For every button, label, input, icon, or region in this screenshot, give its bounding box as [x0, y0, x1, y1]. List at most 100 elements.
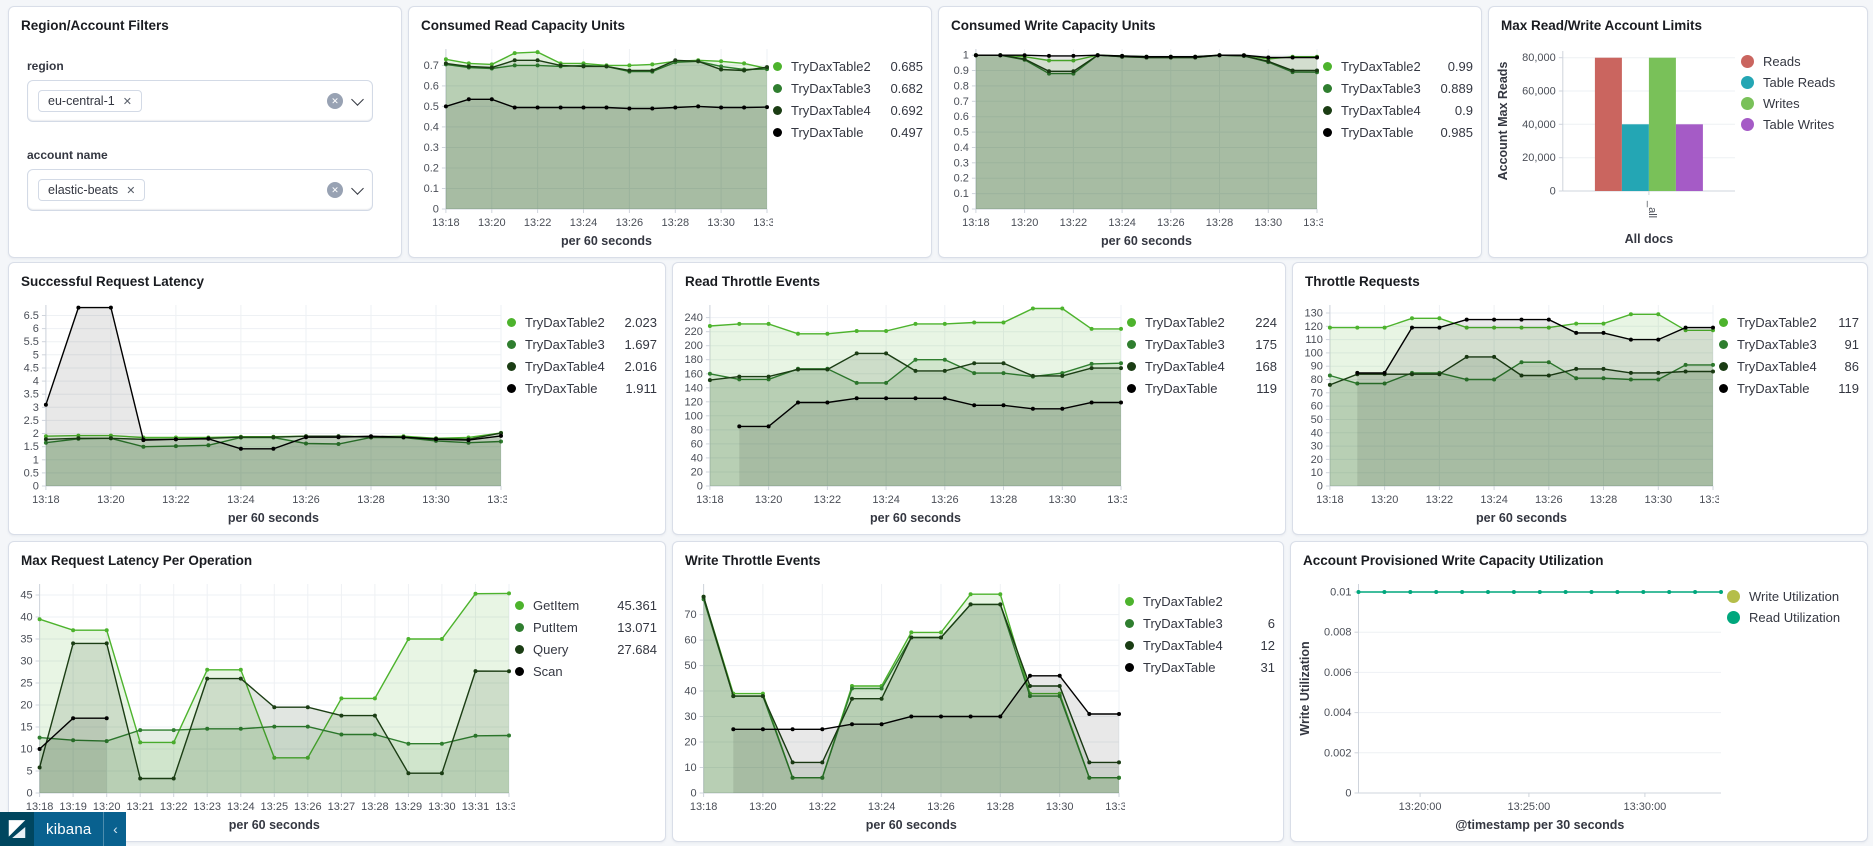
panel-write-throttle-events: Write Throttle Events 0 10 20 30 40 50 60 70 13:… [672, 541, 1284, 842]
svg-text:13:30: 13:30 [428, 801, 456, 813]
svg-text:13:30: 13:30 [1645, 494, 1673, 506]
svg-text:10: 10 [1311, 467, 1323, 479]
filter-group-account: account name elastic-beats ✕ ✕ [27, 148, 373, 211]
chevron-down-icon[interactable] [351, 92, 364, 106]
chevron-down-icon[interactable] [351, 181, 364, 195]
svg-text:0: 0 [963, 204, 969, 216]
collapse-nav-icon[interactable]: ‹ [103, 812, 127, 846]
legend-item-trydaxtable[interactable]: TryDaxTable 119 [1719, 377, 1859, 399]
legend-item-trydaxtable[interactable]: TryDaxTable 119 [1127, 377, 1277, 399]
svg-text:13:26: 13:26 [927, 801, 955, 813]
legend-item-getitem[interactable]: GetItem 45.361 [515, 594, 657, 616]
legend-item-trydaxtable[interactable]: TryDaxTable 0.497 [773, 121, 923, 143]
legend-item-table-writes[interactable]: Table Writes [1741, 114, 1859, 135]
chart-read-throttle[interactable]: 0 20 40 60 80 100 120 140 160 180 200 220 240 13:18 13… [679, 293, 1135, 530]
svg-text:0.3: 0.3 [424, 142, 439, 154]
svg-text:0.006: 0.006 [1324, 667, 1352, 679]
svg-text:5: 5 [26, 766, 32, 778]
account-name-combobox[interactable]: elastic-beats ✕ ✕ [27, 169, 373, 211]
remove-pill-icon[interactable]: ✕ [122, 95, 132, 108]
legend-label: TryDaxTable2 [1143, 593, 1223, 609]
legend-item-trydaxtable4[interactable]: TryDaxTable4 168 [1127, 355, 1277, 377]
legend-item-trydaxtable3[interactable]: TryDaxTable3 175 [1127, 333, 1277, 355]
svg-text:180: 180 [685, 354, 703, 366]
svg-text:Write Utilization: Write Utilization [1298, 641, 1312, 735]
legend-item-trydaxtable4[interactable]: TryDaxTable4 0.9 [1323, 99, 1473, 121]
chart-max-limits[interactable]: 0 20,000 40,000 60,000 80,000 Account Max Rea… [1495, 37, 1741, 253]
clear-selection-icon[interactable]: ✕ [327, 93, 343, 109]
legend-item-trydaxtable4[interactable]: TryDaxTable4 86 [1719, 355, 1859, 377]
legend-item-trydaxtable3[interactable]: TryDaxTable3 0.889 [1323, 77, 1473, 99]
legend-item-trydaxtable2[interactable]: TryDaxTable2 224 [1127, 311, 1277, 333]
chart-write-throttle[interactable]: 0 10 20 30 40 50 60 70 13:18 13:20 13:22 13:24 13:26… [679, 572, 1133, 837]
legend-dot [515, 644, 524, 654]
svg-text:130: 130 [1305, 308, 1323, 320]
region-pill[interactable]: eu-central-1 ✕ [38, 90, 142, 112]
bar-table-reads[interactable] [1621, 124, 1649, 191]
legend-item-trydaxtable2[interactable]: TryDaxTable2 0.99 [1323, 55, 1473, 77]
svg-text:13:22: 13:22 [160, 801, 188, 813]
account-pill[interactable]: elastic-beats ✕ [38, 179, 146, 201]
panel-title: Consumed Read Capacity Units [421, 18, 626, 33]
legend-item-trydaxtable[interactable]: TryDaxTable 1.911 [507, 377, 657, 399]
legend-item-trydaxtable3[interactable]: TryDaxTable3 1.697 [507, 333, 657, 355]
legend-item-read-utilization[interactable]: Read Utilization [1727, 607, 1859, 628]
legend-item-trydaxtable[interactable]: TryDaxTable 31 [1125, 656, 1275, 678]
remove-pill-icon[interactable]: ✕ [126, 184, 136, 197]
legend-item-writes[interactable]: Writes [1741, 93, 1859, 114]
legend-dot [1741, 118, 1754, 131]
svg-text:0: 0 [690, 788, 696, 800]
legend-item-trydaxtable[interactable]: TryDaxTable 0.985 [1323, 121, 1473, 143]
chart-consumed-write[interactable]: 0 0.1 0.2 0.3 0.4 0.5 0.6 0.7 0.8 0.9 1 13:18 13:20 1… [945, 37, 1331, 253]
clear-selection-icon[interactable]: ✕ [327, 182, 343, 198]
legend-item-trydaxtable2[interactable]: TryDaxTable2 [1125, 590, 1275, 612]
legend-item-trydaxtable2[interactable]: TryDaxTable2 117 [1719, 311, 1859, 333]
legend-item-putitem[interactable]: PutItem 13.071 [515, 616, 657, 638]
svg-text:40: 40 [684, 686, 696, 698]
legend-item-trydaxtable3[interactable]: TryDaxTable3 91 [1719, 333, 1859, 355]
bar-writes[interactable] [1648, 57, 1676, 192]
svg-text:2: 2 [33, 428, 39, 440]
svg-text:13:32: 13:32 [1303, 217, 1323, 229]
svg-text:13:25:00: 13:25:00 [1507, 801, 1550, 813]
chart-consumed-read[interactable]: 0 0.1 0.2 0.3 0.4 0.5 0.6 0.7 13:18 13:20 13:22 13:… [415, 37, 781, 253]
chart-write-utilization[interactable]: 0 0.002 0.004 0.006 0.008 0.01 Write Utilizati… [1297, 572, 1727, 837]
legend-item-write-utilization[interactable]: Write Utilization [1727, 586, 1859, 607]
panel-title: Throttle Requests [1305, 274, 1420, 289]
svg-text:0.5: 0.5 [954, 127, 969, 139]
legend-item-scan[interactable]: Scan [515, 660, 657, 682]
legend-item-trydaxtable4[interactable]: TryDaxTable4 2.016 [507, 355, 657, 377]
legend-item-trydaxtable3[interactable]: TryDaxTable3 6 [1125, 612, 1275, 634]
region-combobox[interactable]: eu-central-1 ✕ ✕ [27, 80, 373, 122]
legend-value: 45.361 [617, 597, 657, 613]
legend-item-trydaxtable2[interactable]: TryDaxTable2 2.023 [507, 311, 657, 333]
legend-label: Scan [533, 663, 563, 679]
svg-text:_all: _all [1646, 200, 1658, 218]
svg-text:13:24: 13:24 [227, 494, 255, 506]
legend-item-trydaxtable3[interactable]: TryDaxTable3 0.682 [773, 77, 923, 99]
legend-label: TryDaxTable2 [1145, 314, 1225, 330]
legend-dot [507, 317, 516, 327]
svg-text:13:20: 13:20 [755, 494, 783, 506]
legend-item-trydaxtable4[interactable]: TryDaxTable4 12 [1125, 634, 1275, 656]
legend-item-table-reads[interactable]: Table Reads [1741, 72, 1859, 93]
svg-text:0.1: 0.1 [424, 183, 439, 195]
legend-value: 0.985 [1440, 124, 1473, 140]
legend-item-trydaxtable4[interactable]: TryDaxTable4 0.692 [773, 99, 923, 121]
legend-item-query[interactable]: Query 27.684 [515, 638, 657, 660]
svg-text:13:32: 13:32 [1699, 494, 1719, 506]
legend-label: TryDaxTable2 [1737, 314, 1817, 330]
bar-reads[interactable] [1594, 57, 1622, 192]
chart-max-request-latency[interactable]: 0 5 10 15 20 25 30 35 40 45 13:18 13:19 13:20 13:21 13… [15, 572, 523, 837]
bar-table-writes[interactable] [1675, 124, 1703, 191]
svg-text:2.5: 2.5 [24, 415, 39, 427]
svg-text:13:28: 13:28 [357, 494, 385, 506]
svg-text:13:21: 13:21 [126, 801, 154, 813]
chart-request-latency[interactable]: 0 0.511.522.533.544.5 55.566.5 13:18 13:20 13… [15, 293, 515, 530]
legend-item-reads[interactable]: Reads [1741, 51, 1859, 72]
legend-label: TryDaxTable2 [1341, 58, 1421, 74]
legend-item-trydaxtable2[interactable]: TryDaxTable2 0.685 [773, 55, 923, 77]
svg-text:0: 0 [1550, 186, 1556, 198]
svg-text:40: 40 [20, 612, 32, 624]
